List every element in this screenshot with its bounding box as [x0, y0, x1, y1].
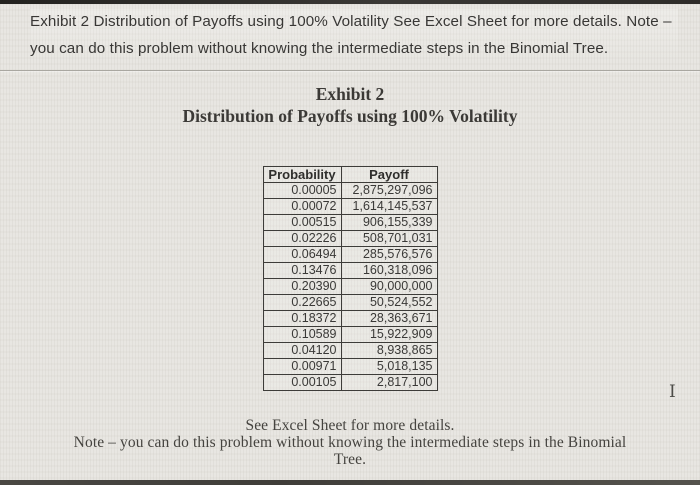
- payoff-cell: 5,018,135: [340, 358, 438, 375]
- table-row: 0.00971 5,018,135: [262, 358, 438, 375]
- text-line: you can do this problem without knowing …: [30, 39, 609, 57]
- photo-top-edge: [0, 0, 700, 4]
- table-row: 0.18372 28,363,671: [262, 310, 438, 327]
- table-row: 0.13476 160,318,096: [262, 262, 438, 279]
- table-row: 0.10589 15,922,909: [262, 326, 438, 343]
- table-row: 0.00105 2,817,100: [262, 374, 438, 391]
- text-line: See Excel Sheet for more details.: [245, 417, 455, 434]
- text-line: Tree.: [333, 451, 367, 468]
- exhibit-title-line2: Distribution of Payoffs using 100% Volat…: [182, 106, 518, 126]
- probability-cell: 0.00105: [262, 374, 342, 391]
- probability-cell: 0.00515: [262, 214, 342, 231]
- probability-cell: 0.04120: [262, 342, 342, 359]
- payoff-cell: 285,576,576: [340, 246, 438, 263]
- photo-bottom-edge: [0, 480, 700, 485]
- exhibit-title-line1: Exhibit 2: [315, 84, 385, 104]
- probability-cell: 0.00072: [262, 198, 342, 215]
- payoff-table: Probability Payoff 0.00005 2,875,297,096 0…: [262, 166, 438, 391]
- payoff-column-header: Payoff: [340, 166, 438, 183]
- text-line: Exhibit 2 Distribution of Payoffs using …: [30, 13, 672, 30]
- exhibit-title: Exhibit 2 Distribution of Payoffs using …: [0, 83, 700, 127]
- probability-cell: 0.02226: [262, 230, 342, 247]
- payoff-cell: 8,938,865: [340, 342, 438, 359]
- table-row: 0.00005 2,875,297,096: [262, 182, 438, 199]
- table-header-row: Probability Payoff: [262, 166, 438, 183]
- table-row: 0.20390 90,000,000: [262, 278, 438, 295]
- table-row: 0.22665 50,524,552: [262, 294, 438, 311]
- probability-cell: 0.13476: [262, 262, 342, 279]
- table-row: 0.00072 1,614,145,537: [262, 198, 438, 215]
- payoff-cell: 906,155,339: [340, 214, 438, 231]
- payoff-cell: 160,318,096: [340, 262, 438, 279]
- probability-cell: 0.00005: [262, 182, 342, 199]
- payoff-table-container: Probability Payoff 0.00005 2,875,297,096 0…: [0, 166, 700, 391]
- payoff-cell: 508,701,031: [340, 230, 438, 247]
- header-note-paragraph: Exhibit 2 Distribution of Payoffs using …: [30, 9, 678, 62]
- table-row: 0.00515 906,155,339: [262, 214, 438, 231]
- probability-cell: 0.22665: [262, 294, 342, 311]
- text-ibeam-cursor: I: [669, 382, 676, 402]
- probability-cell: 0.10589: [262, 326, 342, 343]
- payoff-cell: 90,000,000: [340, 278, 438, 295]
- probability-cell: 0.06494: [262, 246, 342, 263]
- footer-note: See Excel Sheet for more details. Note – …: [0, 417, 700, 468]
- probability-cell: 0.20390: [262, 278, 342, 295]
- payoff-cell: 2,817,100: [340, 374, 438, 391]
- payoff-cell: 1,614,145,537: [340, 198, 438, 215]
- table-row: 0.02226 508,701,031: [262, 230, 438, 247]
- table-row: 0.04120 8,938,865: [262, 342, 438, 359]
- payoff-cell: 50,524,552: [340, 294, 438, 311]
- payoff-table-body: 0.00005 2,875,297,096 0.00072 1,614,145,537…: [262, 182, 438, 391]
- table-row: 0.06494 285,576,576: [262, 246, 438, 263]
- payoff-cell: 2,875,297,096: [340, 182, 438, 199]
- section-divider-line: [0, 70, 700, 71]
- probability-cell: 0.00971: [262, 358, 342, 375]
- probability-cell: 0.18372: [262, 310, 342, 327]
- text-line: Note – you can do this problem without k…: [73, 434, 627, 451]
- payoff-cell: 28,363,671: [340, 310, 438, 327]
- payoff-cell: 15,922,909: [340, 326, 438, 343]
- probability-column-header: Probability: [262, 166, 342, 183]
